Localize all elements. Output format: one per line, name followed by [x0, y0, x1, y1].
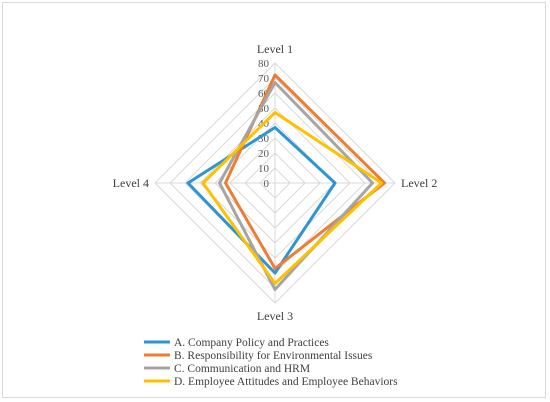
- series-line: [224, 73, 386, 270]
- tick-label: 10: [258, 163, 270, 175]
- legend-entry: D. Employee Attitudes and Employee Behav…: [174, 376, 398, 388]
- category-labels: Level 1 Level 2 Level 3 Level 4: [113, 42, 438, 323]
- category-label: Level 2: [401, 176, 437, 190]
- category-label: Level 1: [257, 42, 293, 56]
- series-lines: [186, 73, 386, 291]
- legend-entry: A. Company Policy and Practices: [174, 337, 329, 349]
- tick-label: 50: [258, 103, 270, 115]
- tick-label: 20: [258, 148, 270, 160]
- tick-label: 80: [258, 58, 270, 70]
- chart-frame: [2, 2, 546, 398]
- category-label: Level 4: [113, 176, 149, 190]
- series-line: [186, 126, 337, 275]
- tick-label: 0: [264, 178, 270, 190]
- tick-label: 30: [258, 133, 270, 145]
- tick-label: 60: [258, 88, 270, 100]
- series-line: [201, 111, 383, 285]
- legend-entry: B. Responsibility for Environmental Issu…: [174, 350, 373, 362]
- tick-label: 70: [258, 73, 270, 85]
- legend-entry: C. Communication and HRM: [174, 363, 310, 375]
- category-label: Level 3: [257, 309, 293, 323]
